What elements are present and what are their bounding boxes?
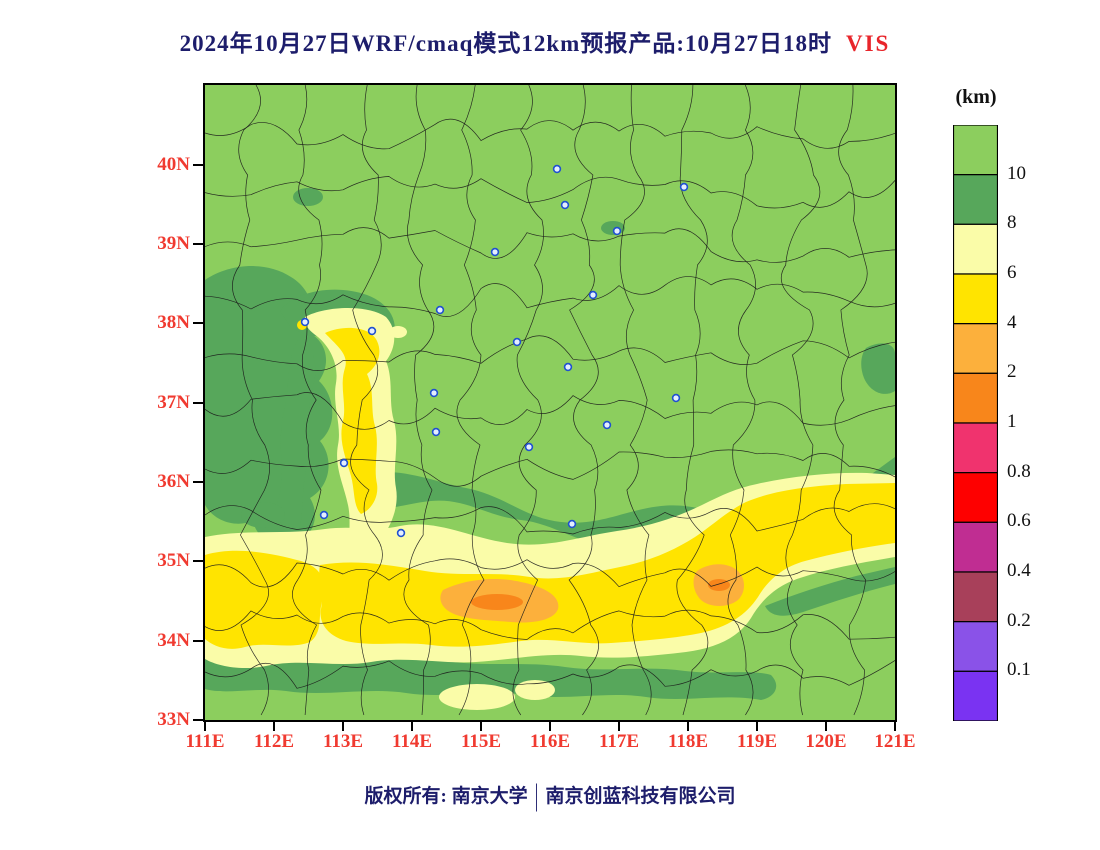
- colorbar-label: 4: [1007, 311, 1017, 333]
- axis-tick: [411, 722, 413, 731]
- axis-tick: [894, 722, 896, 731]
- colorbar-label: 0.8: [1007, 460, 1031, 482]
- colorbar-label: 6: [1007, 262, 1017, 283]
- colorbar-cell: [953, 422, 998, 474]
- copyright-footer: 版权所有: 南京大学 | 南京创蓝科技有限公司: [0, 779, 1100, 813]
- colorbar-cell: [953, 472, 998, 523]
- axis-tick: [193, 401, 203, 404]
- axis-tick: [193, 560, 203, 563]
- colorbar-label: 0.1: [1007, 659, 1031, 681]
- lon-label: 111E: [185, 731, 225, 752]
- city-marker: [679, 182, 689, 192]
- lon-label: 120E: [805, 731, 847, 752]
- city-marker: [612, 226, 622, 236]
- lat-label: 38N: [157, 312, 190, 334]
- axis-tick: [273, 722, 275, 731]
- colorbar-label: 0.6: [1007, 510, 1031, 532]
- city-marker: [300, 317, 310, 327]
- axis-tick: [549, 722, 551, 731]
- city-marker: [524, 442, 534, 452]
- axis-tick: [193, 242, 203, 245]
- lon-label: 117E: [598, 731, 640, 752]
- lon-label: 114E: [391, 731, 433, 752]
- axis-tick: [193, 322, 203, 325]
- colorbar-label: 0.2: [1007, 609, 1031, 631]
- lon-label: 112E: [253, 731, 295, 752]
- axis-tick: [756, 722, 758, 731]
- colorbar-unit-label: (km): [955, 86, 997, 108]
- axis-tick: [687, 722, 689, 731]
- colorbar-label: 0.4: [1007, 560, 1031, 581]
- city-marker: [671, 393, 681, 403]
- lat-label: 35N: [157, 550, 190, 572]
- lon-label: 118E: [667, 731, 709, 752]
- colorbar-cell: [953, 223, 998, 275]
- city-marker: [431, 427, 441, 437]
- city-marker: [563, 362, 573, 372]
- city-markers: [300, 164, 689, 538]
- lon-label: 121E: [874, 731, 916, 752]
- colorbar-label: 2: [1007, 361, 1017, 383]
- city-marker: [435, 305, 445, 315]
- colorbar: [953, 125, 998, 721]
- colorbar-cell: [953, 571, 998, 623]
- axis-tick: [204, 722, 206, 731]
- colorbar-cell: [953, 621, 998, 672]
- city-marker: [396, 528, 406, 538]
- copyright-owner: 版权所有: 南京大学: [364, 786, 528, 807]
- figure-title: 2024年10月27日WRF/cmaq模式12km预报产品:10月27日18时 V…: [0, 24, 1070, 58]
- city-marker: [429, 388, 439, 398]
- lat-label: 40N: [157, 153, 190, 175]
- colorbar-cell: [953, 670, 998, 721]
- city-marker: [552, 164, 562, 174]
- colorbar-cell: [953, 323, 998, 374]
- city-marker: [339, 458, 349, 468]
- visibility-map: [205, 85, 895, 720]
- city-marker: [367, 326, 377, 336]
- city-marker: [567, 519, 577, 529]
- axis-tick: [480, 722, 482, 731]
- lat-label: 39N: [157, 232, 190, 254]
- lat-label: 37N: [157, 391, 190, 413]
- city-marker: [588, 290, 598, 300]
- city-marker: [602, 420, 612, 430]
- colorbar-cell: [953, 273, 998, 325]
- colorbar-cell: [953, 372, 998, 424]
- lat-label: 34N: [157, 629, 190, 651]
- lon-label: 113E: [322, 731, 364, 752]
- lat-label: 36N: [157, 470, 190, 492]
- colorbar-label: 8: [1007, 212, 1017, 234]
- city-marker: [512, 337, 522, 347]
- colorbar-cell: [953, 174, 998, 225]
- axis-tick: [342, 722, 344, 731]
- colorbar-cell: [953, 125, 998, 176]
- axis-tick: [193, 480, 203, 483]
- lon-label: 119E: [736, 731, 778, 752]
- variable-label: VIS: [845, 31, 891, 56]
- axis-tick: [193, 719, 203, 721]
- axis-tick: [193, 163, 203, 166]
- colorbar-label: 1: [1007, 411, 1017, 432]
- footer-divider: |: [534, 779, 539, 813]
- county-boundaries: [205, 85, 895, 716]
- colorbar-label: 10: [1007, 162, 1026, 184]
- lat-label: 33N: [157, 709, 190, 730]
- city-marker: [560, 200, 570, 210]
- lon-label: 115E: [460, 731, 502, 752]
- lon-label: 116E: [529, 731, 571, 752]
- title-text: 2024年10月27日WRF/cmaq模式12km预报产品:10月27日18时: [179, 31, 832, 56]
- axis-tick: [618, 722, 620, 731]
- axis-tick: [193, 639, 203, 642]
- map-frame: [203, 83, 897, 722]
- axis-tick: [825, 722, 827, 731]
- city-marker: [490, 247, 500, 257]
- contour-layer-1-2km: [471, 579, 730, 610]
- city-marker: [319, 510, 329, 520]
- copyright-company: 南京创蓝科技有限公司: [545, 786, 736, 807]
- colorbar-cell: [953, 521, 998, 573]
